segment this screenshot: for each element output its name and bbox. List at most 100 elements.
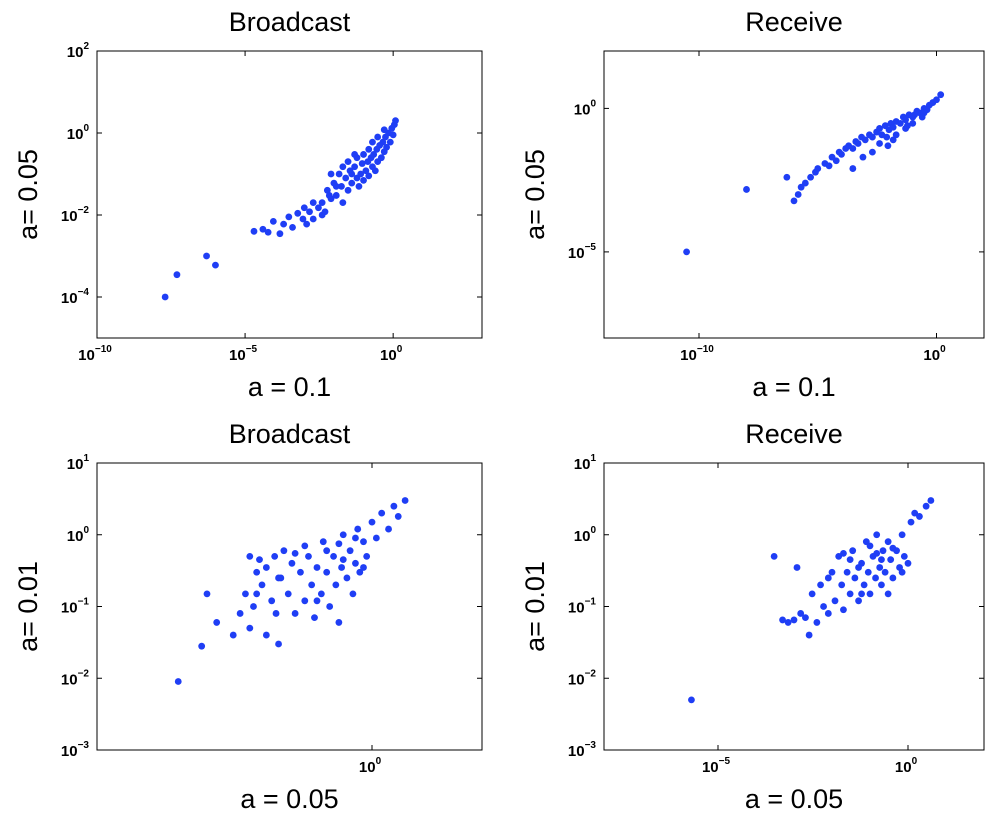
data-point <box>338 182 345 190</box>
x-axis-label: a = 0.05 <box>745 784 843 814</box>
data-point <box>264 228 272 236</box>
data-point <box>370 151 378 158</box>
data-point <box>783 173 791 181</box>
data-point <box>898 568 906 576</box>
data-point <box>846 590 854 598</box>
data-point <box>394 513 402 520</box>
data-point <box>271 552 279 560</box>
data-point <box>849 145 857 152</box>
axes-frame <box>96 50 483 339</box>
data-point <box>887 556 895 564</box>
data-point <box>866 590 874 598</box>
data-point <box>357 170 365 178</box>
data-point <box>883 133 891 141</box>
data-point <box>309 199 317 207</box>
data-point <box>349 590 357 598</box>
data-point <box>927 497 935 504</box>
data-point <box>873 549 881 557</box>
data-point <box>876 564 884 571</box>
data-point <box>289 223 296 231</box>
data-point <box>318 199 326 207</box>
data-point <box>688 696 695 704</box>
data-point <box>339 163 347 171</box>
data-point <box>868 148 876 156</box>
data-point <box>262 631 270 639</box>
data-point <box>372 534 380 542</box>
data-point <box>784 619 792 626</box>
data-point <box>250 227 258 235</box>
data-point <box>840 549 847 557</box>
data-point <box>922 502 930 510</box>
data-point <box>843 568 851 576</box>
data-point <box>308 581 316 589</box>
data-point <box>878 556 885 564</box>
data-point <box>311 614 318 622</box>
data-point <box>303 220 311 228</box>
data-point <box>229 631 237 639</box>
data-point <box>323 568 331 576</box>
data-point <box>824 574 832 582</box>
chart-title: Receive <box>745 7 843 37</box>
data-point <box>824 610 832 617</box>
y-tick-label: 100 <box>574 525 597 545</box>
data-point <box>363 552 371 560</box>
y-tick-label: 100 <box>574 98 597 118</box>
x-tick-label: 100 <box>359 756 382 776</box>
data-point <box>820 603 827 610</box>
data-point <box>332 182 340 190</box>
data-point <box>332 192 340 199</box>
data-point <box>246 552 254 560</box>
data-point <box>365 172 373 180</box>
data-point <box>379 138 387 146</box>
data-point <box>335 619 343 626</box>
data-point <box>352 559 359 567</box>
data-point <box>291 549 299 557</box>
data-point <box>327 170 335 178</box>
y-tick-label: 10−4 <box>61 287 90 307</box>
data-point <box>884 590 892 598</box>
y-axis-label: a= 0.05 <box>520 149 550 240</box>
subplot-1: 10−10 10−5 100 10−4 10−2 100 102 Broadcast a = 0… <box>13 7 483 402</box>
data-point <box>790 197 798 205</box>
data-point <box>344 186 352 194</box>
chart-title: Broadcast <box>229 419 351 449</box>
data-point <box>213 619 221 626</box>
data-point <box>879 547 887 555</box>
data-point <box>262 564 270 571</box>
data-point <box>383 143 390 151</box>
data-point <box>920 109 928 117</box>
data-point <box>889 123 897 131</box>
data-point <box>743 186 750 193</box>
data-point <box>790 616 798 624</box>
data-point <box>242 590 249 598</box>
data-point <box>301 542 309 550</box>
data-point <box>859 153 867 161</box>
data-point <box>250 603 257 610</box>
data-point <box>360 538 367 546</box>
data-point <box>371 167 379 175</box>
data-point <box>253 568 261 576</box>
data-point <box>864 568 872 576</box>
data-point <box>884 142 892 150</box>
data-point <box>797 183 805 191</box>
data-point <box>793 564 801 571</box>
data-point <box>284 590 292 598</box>
data-point <box>858 590 865 598</box>
y-tick-label: 101 <box>67 453 90 473</box>
data-point <box>860 581 868 589</box>
data-point <box>813 619 821 626</box>
data-point <box>339 199 347 207</box>
data-point <box>315 204 322 212</box>
data-point <box>794 191 802 198</box>
data-point <box>805 631 813 639</box>
y-tick-label: 10−2 <box>61 668 90 688</box>
data-point <box>854 140 862 147</box>
y-axis-label: a= 0.05 <box>13 149 43 240</box>
subplot-4: 10−5 100 10−3 10−2 10−1 100 101 Receive a = 0.05… <box>520 419 985 814</box>
data-point <box>892 131 900 139</box>
data-point <box>385 525 392 533</box>
data-point <box>904 559 912 567</box>
data-point <box>352 534 359 542</box>
data-point <box>318 211 326 219</box>
data-point <box>339 556 347 564</box>
